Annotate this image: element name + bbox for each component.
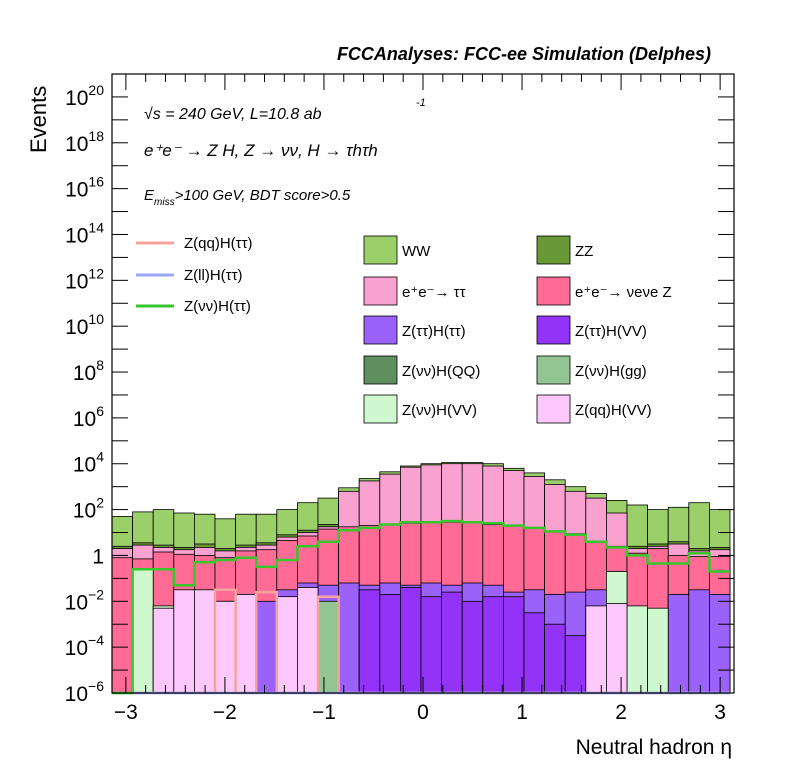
hist-Zqq_HVV [152,587,628,694]
bar-Zqq_HVV-3 [173,589,195,694]
legend-label-Znn_HQQ: Z(νν)H(QQ) [402,363,480,380]
bar-Zqq_HVV-8 [276,596,298,694]
legend-label-Znn_Htt: Z(νν)H(ττ) [184,298,251,315]
bar-Ztt_Htt-7 [255,600,278,694]
bar-Zqq_HVV-9 [296,587,319,694]
y-tick-label: 1018 [65,128,104,156]
bar-Znn_Hgg-10 [317,600,340,694]
chart-title: FCCAnalyses: FCC-ee Simulation (Delphes) [337,44,711,64]
line-Znn_Htt [112,519,730,695]
legend-swatch-Znn_HVV [363,394,398,424]
process-text: e⁺e⁻ → Z H, Z → νν, H → τhτh [144,141,378,160]
x-tick-label: 0 [417,701,429,724]
legend-swatch-Znn_HQQ [363,355,398,385]
bar-Zqq_HVV-4 [193,589,216,694]
x-tick-label: −3 [114,701,138,724]
legend-swatch-ee_tautau [363,276,398,306]
legend-label-Zqq_HVV: Z(qq)H(VV) [575,402,652,419]
y-tick-labels: 10−6 10−4 10−2 1 102 104 106 108 1010 1012 1014 101… [65,82,105,706]
hist-Ztt_HVV [358,587,587,694]
bar-Zqq_HVV-6 [235,594,257,694]
bar-Zqq_HVV-2 [152,607,175,694]
y-tick-label: 10−2 [65,586,105,614]
bar-Ztt_HVV-20 [523,612,546,694]
bar-Ztt_HVV-21 [544,623,566,694]
legend-swatch-WW [363,235,398,265]
legend-label-Zll_Htt: Z(ll)H(ττ) [184,267,243,284]
bar-Ztt_HVV-12 [358,589,381,694]
y-tick-label: 1010 [65,311,104,339]
bar-Znn_HVV-26 [647,607,669,694]
x-axis-label: Neutral hadron η [576,736,732,759]
energy-lumi-text: √s = 240 GeV, L=10.8 ab [144,106,322,123]
x-tick-label: 1 [516,701,528,724]
axis-ticks [112,73,734,694]
x-tick-labels: −3 −2 −1 0 1 2 3 [114,701,726,724]
bar-Ztt_Htt-27 [667,594,690,694]
bar-Ztt_Htt-28 [688,589,710,694]
legend-label-Ztt_HVV: Z(ττ)H(VV) [575,323,647,340]
y-axis-label: Events [26,86,51,153]
legend-swatch-Ztt_Htt [363,315,398,345]
legend-swatch-Znn_Hgg [536,355,571,385]
legend-label-Zqq_Htt: Z(qq)H(ττ) [184,235,253,252]
bar-Ztt_HVV-16 [441,591,463,694]
legend-swatch-Zqq_HVV [536,394,571,424]
bar-Zqq_HVV-24 [606,603,628,694]
cut-text-main: Emiss>100 GeV, BDT score>0.5 [144,187,351,208]
y-tick-label: 1014 [65,219,104,247]
bar-Zqq_HVV-23 [585,605,607,694]
legend: Z(qq)H(ττ) Z(ll)H(ττ) Z(νν)H(ττ) WW ZZ e⁺e⁻→ … [136,235,672,424]
legend-swatch-ZZ [536,235,571,265]
legend-label-WW: WW [402,243,431,260]
legend-label-Znn_Hgg: Z(νν)H(gg) [575,363,647,380]
legend-swatch-ee_nunuZ [536,276,571,306]
bar-Ztt_HVV-19 [502,596,525,694]
legend-swatch-Ztt_HVV [536,315,571,345]
y-tick-label: 106 [73,403,104,431]
y-tick-label: 1012 [65,265,104,293]
x-tick-label: −1 [312,701,336,724]
y-tick-label: 10−4 [65,632,105,660]
legend-label-ZZ: ZZ [575,243,593,260]
bar-Ztt_HVV-22 [564,635,587,694]
legend-label-Znn_HVV: Z(νν)H(VV) [402,402,477,419]
annotation-block: √s = 240 GeV, L=10.8 ab -1 e⁺e⁻ → Z H, Z… [144,97,426,208]
legend-label-Ztt_Htt: Z(ττ)H(ττ) [402,323,466,340]
y-tick-label: 102 [73,495,104,523]
x-tick-label: −2 [213,701,237,724]
bar-Ztt_HVV-18 [482,596,504,694]
y-tick-label: 10−6 [65,678,105,706]
y-tick-label: 104 [73,449,104,477]
bar-Ztt_Htt-11 [338,582,360,694]
bar-Ztt_HVV-15 [420,596,443,694]
hist-Znn_Hgg [317,600,340,694]
bar-Ztt_HVV-17 [461,600,484,694]
y-tick-label: 1020 [65,82,104,110]
bar-Ztt_HVV-14 [399,587,422,694]
legend-label-ee_nunuZ: e⁺e⁻→ νeνe Z [575,284,672,301]
lumi-exponent: -1 [416,97,426,109]
legend-label-ee_tautau: e⁺e⁻→ ττ [402,284,466,301]
y-tick-label: 1 [92,545,104,568]
bar-Ztt_HVV-13 [379,594,401,694]
y-tick-label: 108 [73,357,104,385]
bar-Znn_HVV-25 [626,605,649,694]
x-tick-label: 2 [615,701,627,724]
bar-Znn_HVV-1 [132,568,154,694]
y-tick-label: 1016 [65,174,104,202]
x-tick-label: 3 [714,701,726,724]
stacked-histograms [111,462,731,694]
